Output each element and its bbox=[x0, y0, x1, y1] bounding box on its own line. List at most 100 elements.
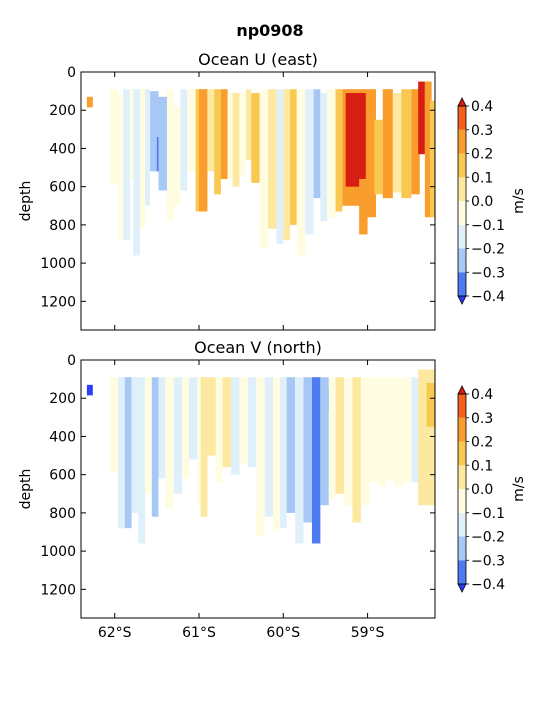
y-tick-label: 1200 bbox=[40, 294, 76, 310]
x-tick-label: 62°S bbox=[98, 625, 132, 641]
x-tick-label: 60°S bbox=[266, 625, 300, 641]
heatmap-cell bbox=[418, 81, 425, 155]
heatmap-cell bbox=[411, 89, 420, 195]
heatmap-cell bbox=[86, 96, 93, 108]
plot-frame bbox=[80, 359, 436, 619]
colorbar: −0.4 −0.3 −0.2 −0.1 0.0 0.1 0.2 0.3 0.4 m/s bbox=[457, 97, 527, 305]
heatmap-cell bbox=[180, 89, 188, 191]
heatmap-cell bbox=[187, 89, 196, 172]
heatmap-cell bbox=[124, 377, 132, 529]
heatmap-cell bbox=[158, 377, 166, 479]
heatmap-cell bbox=[303, 377, 312, 523]
heatmap-cell bbox=[220, 89, 228, 180]
colorbar-tick-label: 0.3 bbox=[471, 123, 493, 139]
heatmap-cell bbox=[273, 377, 280, 532]
heatmap-cell bbox=[426, 382, 435, 427]
heatmap-cell bbox=[138, 377, 146, 544]
heatmap-cell bbox=[200, 377, 208, 517]
y-tick-label: 400 bbox=[49, 141, 76, 157]
heatmap-cell bbox=[327, 89, 336, 218]
heatmap-cell bbox=[109, 377, 119, 473]
heatmap-cell bbox=[264, 377, 274, 517]
heatmap-cell bbox=[296, 89, 306, 256]
x-tick-label: 61°S bbox=[182, 625, 216, 641]
heatmap-cell bbox=[335, 89, 343, 212]
colorbar-extend-min bbox=[457, 583, 467, 593]
heatmap-cell bbox=[401, 89, 412, 199]
colorbar-tick-label: 0.0 bbox=[471, 194, 493, 210]
colorbar-segment bbox=[458, 489, 466, 513]
colorbar-segment bbox=[458, 465, 466, 489]
heatmap-cell bbox=[150, 91, 159, 172]
heatmap-cell bbox=[279, 377, 287, 529]
heatmap-cell bbox=[290, 89, 297, 225]
heatmap-cell bbox=[411, 377, 419, 483]
colorbar-segment bbox=[458, 272, 466, 296]
figure-title: np0908 bbox=[236, 21, 303, 40]
heatmap-cell bbox=[335, 377, 344, 494]
heatmap-cell bbox=[166, 89, 174, 222]
heatmap-cell bbox=[374, 119, 383, 195]
colorbar-segment bbox=[458, 129, 466, 154]
heatmap-cell bbox=[239, 93, 247, 176]
panels: Ocean U (east) 0 200 400 600 800 1000 1200 depth… bbox=[18, 50, 527, 641]
heatmap-cell bbox=[394, 377, 403, 487]
plot-frame bbox=[80, 71, 436, 331]
colorbar-tick-label: −0.1 bbox=[471, 218, 505, 234]
heatmap-cell bbox=[140, 89, 146, 229]
heatmap-cell bbox=[227, 93, 233, 180]
y-tick-label: 200 bbox=[49, 103, 76, 119]
heatmap-cell bbox=[151, 377, 159, 517]
heatmap-cell bbox=[239, 377, 248, 464]
colorbar-segment bbox=[458, 224, 466, 249]
colorbar: −0.4 −0.3 −0.2 −0.1 0.0 0.1 0.2 0.3 0.4 m/s bbox=[457, 385, 527, 593]
heatmap-cell bbox=[256, 377, 265, 536]
heatmap-cell bbox=[118, 377, 125, 529]
heatmap-cell bbox=[182, 377, 189, 479]
colorbar-tick-label: 0.2 bbox=[471, 435, 493, 451]
heatmap-cell bbox=[207, 89, 215, 172]
colorbar-tick-label: 0.2 bbox=[471, 147, 493, 163]
heatmap-cell bbox=[328, 377, 336, 500]
colorbar-label: m/s bbox=[511, 188, 527, 214]
heatmap-cell bbox=[295, 377, 304, 544]
colorbar-segment bbox=[458, 536, 466, 561]
colorbar-extend-max bbox=[457, 385, 467, 395]
colorbar-tick-label: −0.2 bbox=[471, 242, 505, 258]
heatmap-cell bbox=[251, 93, 260, 183]
y-tick-label: 400 bbox=[49, 429, 76, 445]
y-tick-label: 1000 bbox=[40, 544, 76, 560]
heatmap-cell bbox=[158, 96, 167, 191]
y-tick-label: 800 bbox=[49, 218, 76, 234]
heatmap-cell bbox=[129, 89, 134, 180]
heatmap-cell bbox=[173, 377, 183, 494]
heatmap-cell bbox=[145, 89, 151, 206]
heatmap-cell bbox=[188, 377, 198, 460]
y-tick-label: 200 bbox=[49, 391, 76, 407]
colorbar-tick-label: −0.3 bbox=[471, 553, 505, 569]
heatmap-cell bbox=[377, 377, 387, 487]
heatmap-cell bbox=[123, 89, 130, 241]
colorbar-segment bbox=[458, 560, 466, 584]
heatmap-cell bbox=[173, 106, 181, 206]
heatmap-cell bbox=[199, 89, 208, 212]
colorbar-tick-label: 0.3 bbox=[471, 411, 493, 427]
heatmap-cells bbox=[86, 369, 435, 544]
y-tick-label: 1200 bbox=[40, 582, 76, 598]
heatmap-cell bbox=[369, 377, 378, 483]
heatmap-cell bbox=[214, 89, 221, 195]
heatmap-cells bbox=[86, 81, 435, 256]
heatmap-cell bbox=[247, 377, 257, 468]
heatmap-cell bbox=[424, 81, 432, 218]
heatmap-cell bbox=[215, 377, 223, 483]
heatmap-cell bbox=[360, 377, 370, 506]
y-axis-label: depth bbox=[18, 181, 34, 222]
heatmap-cell bbox=[232, 93, 240, 187]
colorbar-tick-label: 0.0 bbox=[471, 482, 493, 498]
heatmap-cell bbox=[145, 377, 152, 494]
colorbar-segment bbox=[458, 248, 466, 273]
heatmap-cell bbox=[320, 377, 329, 506]
x-tick-label: 59°S bbox=[351, 625, 385, 641]
y-tick-label: 800 bbox=[49, 506, 76, 522]
